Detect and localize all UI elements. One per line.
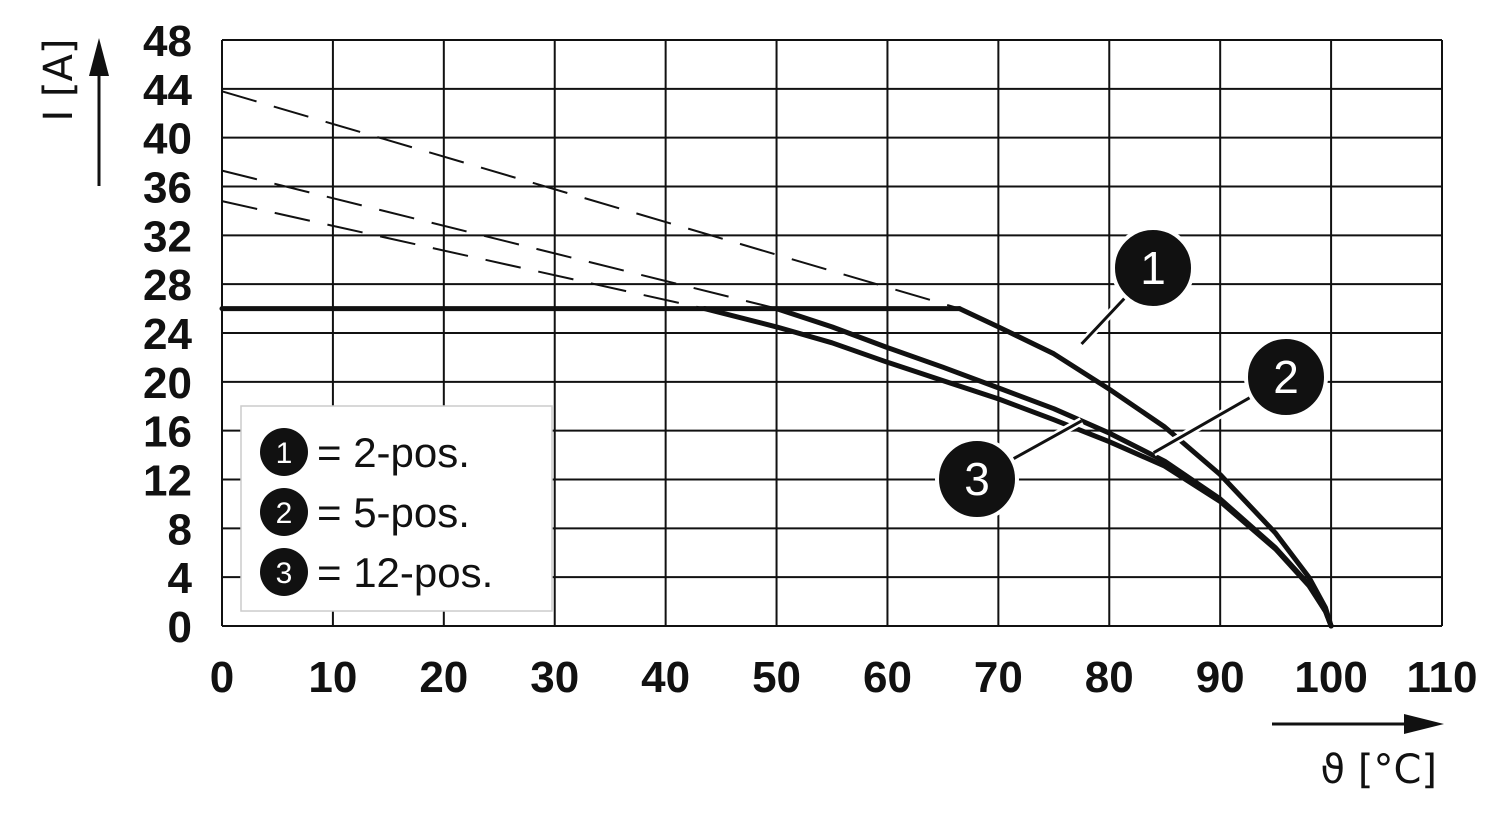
tick-labels: 0 10 20 30 40 50 60 70 80 90 100 110048121620242832…: [143, 17, 1477, 702]
x-tick-label: 90: [1196, 653, 1245, 702]
y-tick-label: 4: [168, 554, 193, 603]
grid: [221, 39, 1443, 627]
y-tick-label: 0: [168, 603, 192, 652]
x-axis-arrowhead: [1404, 714, 1444, 734]
callout-badge-2: [1244, 335, 1328, 419]
legend-marker-3: [260, 548, 308, 596]
x-tick-label: 80: [1085, 653, 1134, 702]
y-tick-label: 12: [143, 457, 192, 506]
x-tick-label: 60: [863, 653, 912, 702]
x-axis-label: ϑ [°C]: [1320, 747, 1437, 793]
series-curves: [219, 306, 1334, 629]
y-tick-label: 28: [143, 261, 192, 310]
y-tick-label: 24: [143, 310, 192, 359]
callout-badge-label: 1: [1140, 242, 1166, 294]
axis-labels: I [A] ϑ [°C]: [36, 38, 1444, 793]
series-curve-3: [702, 306, 1334, 629]
callout-leader-1: [1080, 296, 1127, 346]
dashed-extensions: [221, 90, 960, 310]
callout-badge-label: 2: [1273, 351, 1299, 403]
legend-entry-text: = 5-pos.: [317, 489, 470, 536]
callout-badge-1: [1111, 226, 1195, 310]
callout-badge-label: 3: [964, 453, 990, 505]
legend-marker-label: 3: [276, 557, 293, 590]
y-tick-label: 36: [143, 164, 192, 213]
legend: 1 = 2-pos. 2 = 5-pos. 3 = 12-pos.: [240, 405, 553, 612]
x-tick-label: 10: [308, 653, 357, 702]
dashed-extension-2: [221, 169, 777, 310]
x-tick-label: 110: [1407, 653, 1478, 702]
legend-marker-2: [260, 488, 308, 536]
callout-leader-3: [1011, 419, 1083, 461]
x-tick-label: 70: [974, 653, 1023, 702]
callout-leader-2: [1152, 395, 1253, 454]
y-tick-label: 20: [143, 359, 192, 408]
x-tick-label: 30: [530, 653, 579, 702]
y-tick-label: 32: [143, 212, 192, 261]
dashed-extension-1: [221, 90, 960, 310]
y-tick-label: 16: [143, 408, 192, 457]
y-axis-arrowhead: [89, 38, 109, 76]
x-tick-label: 20: [419, 653, 468, 702]
legend-marker-label: 2: [276, 497, 293, 530]
legend-marker-1: [260, 428, 308, 476]
callout-badge-3: [935, 437, 1019, 521]
y-axis-label: I [A]: [36, 38, 82, 121]
x-tick-label: 100: [1294, 653, 1367, 702]
callouts: 1 2 3: [935, 226, 1328, 521]
x-tick-label: 40: [641, 653, 690, 702]
series-curve-1: [957, 306, 1334, 629]
y-tick-label: 48: [143, 17, 192, 66]
x-tick-label: 0: [210, 653, 234, 702]
dashed-extension-3: [221, 200, 705, 310]
legend-entry-text: = 12-pos.: [317, 549, 493, 596]
y-tick-label: 40: [143, 115, 192, 164]
y-tick-label: 44: [143, 66, 192, 115]
x-tick-label: 50: [752, 653, 801, 702]
y-tick-label: 8: [168, 505, 192, 554]
legend-marker-label: 1: [276, 437, 293, 470]
legend-entry-text: = 2-pos.: [317, 429, 470, 476]
